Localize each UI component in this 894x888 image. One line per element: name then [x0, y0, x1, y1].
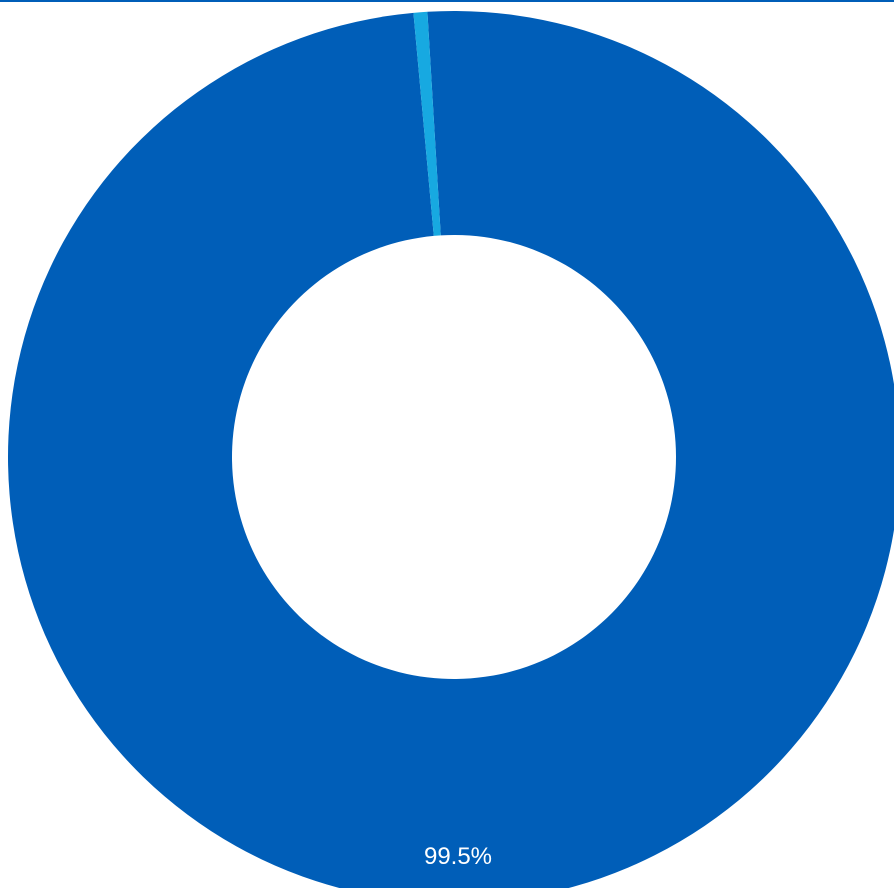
slice-label-0: 99.5% — [424, 843, 492, 870]
labels-group: 99.5% — [424, 843, 492, 870]
donut-slice-1 — [413, 11, 441, 236]
slices-group — [8, 11, 894, 888]
donut-slice-0 — [8, 11, 894, 888]
top-rule — [0, 0, 894, 2]
